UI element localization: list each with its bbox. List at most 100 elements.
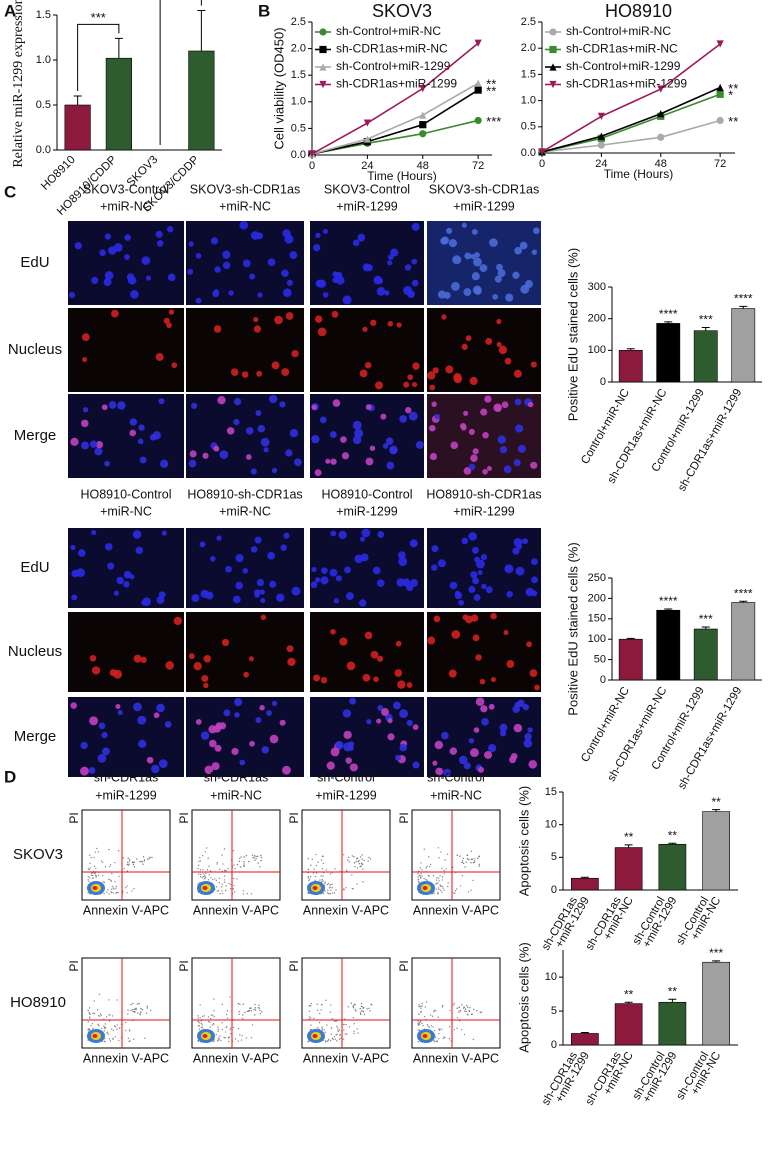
event: [443, 873, 445, 875]
micrograph: [68, 528, 184, 608]
event: [470, 862, 472, 864]
event: [90, 1024, 92, 1027]
cell: [310, 581, 318, 589]
error-bar: [624, 844, 633, 848]
cell: [228, 290, 234, 296]
cell: [448, 669, 457, 678]
cell: [138, 424, 145, 431]
error-bar: [712, 960, 721, 963]
event: [430, 1025, 433, 1027]
event: [465, 861, 467, 863]
event: [425, 867, 427, 869]
event: [233, 864, 235, 866]
cell: [441, 731, 449, 740]
event: [308, 878, 311, 880]
cell: [201, 674, 209, 683]
cell: [426, 371, 436, 380]
event: [355, 1010, 357, 1012]
event: [315, 864, 318, 867]
cell: [461, 343, 468, 350]
bar: [702, 961, 730, 1046]
event: [108, 1038, 111, 1040]
event: [100, 1014, 102, 1016]
event: [355, 861, 357, 863]
y-tick-label: 0: [551, 1039, 557, 1051]
event: [437, 1016, 439, 1018]
event: [143, 859, 146, 861]
event: [307, 857, 309, 860]
cell: [158, 759, 168, 768]
event: [311, 858, 313, 861]
event: [225, 1013, 228, 1016]
event: [346, 869, 348, 872]
cell: [365, 264, 373, 272]
event: [203, 874, 206, 877]
event: [368, 1007, 370, 1010]
event: [216, 1040, 219, 1042]
event: [309, 1005, 311, 1007]
cell: [520, 284, 530, 294]
bar: [618, 638, 643, 681]
event: [126, 885, 128, 887]
cell: [486, 465, 492, 472]
cell: [156, 703, 165, 713]
event: [417, 879, 419, 881]
legend-label: sh-Control+miR-NC: [336, 24, 441, 38]
event: [234, 891, 236, 893]
cell: [333, 598, 340, 604]
cell: [239, 759, 246, 766]
event: [87, 1021, 89, 1023]
event: [456, 1007, 458, 1010]
event: [317, 861, 319, 863]
event: [354, 1009, 356, 1011]
event: [340, 1037, 342, 1039]
event: [361, 863, 364, 866]
event: [239, 857, 241, 860]
event: [132, 861, 135, 864]
event: [216, 890, 219, 892]
event: [124, 1021, 127, 1024]
cell: [226, 427, 235, 435]
cell: [99, 249, 106, 257]
event: [361, 858, 363, 860]
event: [94, 874, 97, 876]
event: [327, 882, 330, 885]
event: [435, 883, 437, 885]
event: [197, 1021, 199, 1023]
event: [218, 1038, 220, 1040]
event: [132, 1002, 134, 1005]
event: [228, 1036, 231, 1038]
event: [113, 888, 115, 890]
event: [420, 1010, 423, 1013]
event: [427, 856, 430, 858]
event: [342, 1023, 345, 1026]
event: [221, 890, 223, 892]
event: [221, 1003, 224, 1006]
y-tick-label: 0.5: [291, 122, 306, 134]
legend-marker: [549, 45, 557, 54]
event: [439, 1029, 441, 1031]
cell: [374, 381, 384, 390]
cell: [515, 566, 525, 576]
event: [469, 1007, 471, 1009]
event: [464, 1010, 466, 1012]
event: [426, 865, 428, 868]
cell: [499, 730, 507, 737]
cell: [127, 276, 137, 285]
event: [202, 855, 204, 857]
cell: [514, 701, 521, 708]
cell: [111, 309, 119, 318]
event: [227, 1037, 229, 1039]
y-tick-label: 1.5: [521, 68, 536, 80]
cell: [427, 636, 436, 645]
cell: [460, 424, 467, 431]
cell: [458, 599, 465, 606]
event: [145, 1012, 148, 1014]
event: [458, 1006, 460, 1009]
event: [417, 1020, 419, 1022]
event: [106, 1031, 109, 1033]
event: [347, 1006, 349, 1008]
cell: [349, 697, 357, 705]
cell: [330, 747, 340, 757]
cell: [204, 765, 214, 775]
